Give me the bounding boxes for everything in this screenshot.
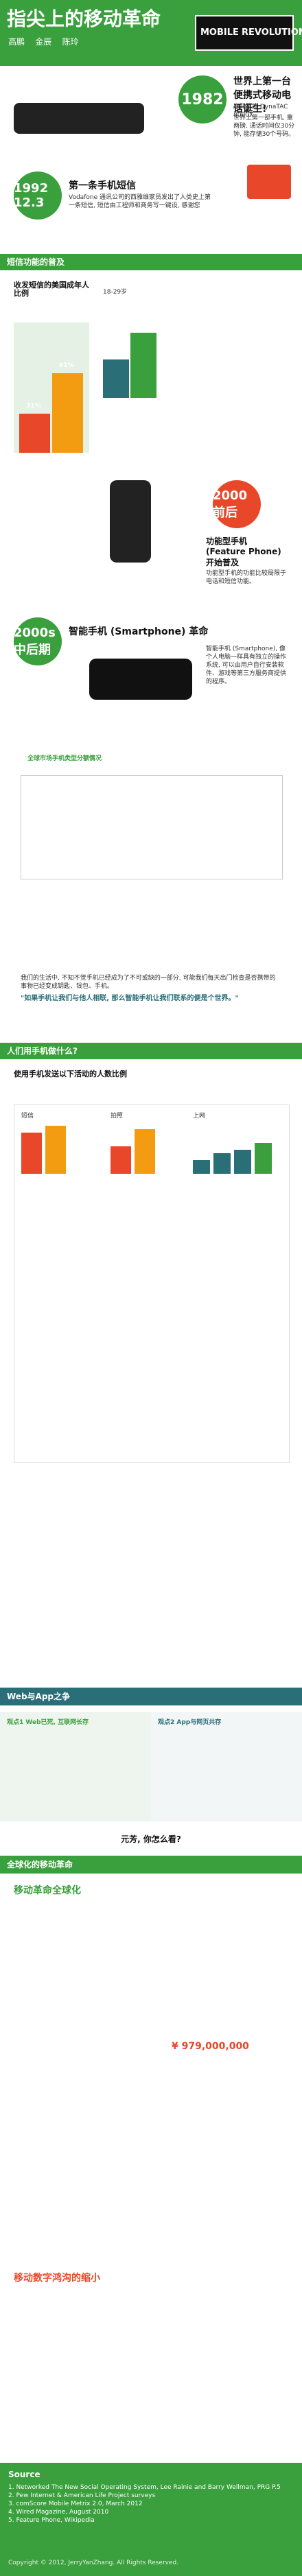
mobile-revolution-logo: MOBILE REVOLUTION	[195, 15, 302, 51]
timeline-sub-1: 摩托罗拉 DynaTAC 8000X	[233, 104, 288, 119]
sms-groups: 18-29岁 56% 95%	[103, 288, 288, 398]
usage-photo-2009: 44%	[111, 1137, 131, 1174]
sms-left-title: 收发短信的美国成年人比例	[14, 281, 89, 298]
usage-title: 使用手机发送以下活动的人数比例	[14, 1070, 127, 1078]
usage-web-2007: 19%	[193, 1150, 210, 1174]
usage-web-2011: 51%	[255, 1133, 272, 1174]
question: 元芳, 你怎么看?	[121, 1834, 181, 1844]
usage-sms-2009: 76%	[21, 1123, 42, 1174]
footer: Source 1. Networked The New Social Opera…	[0, 2463, 302, 2576]
timeline-heading-3: 功能型手机 (Feature Phone) 开始普及	[206, 536, 281, 567]
feature-phone-image	[110, 480, 151, 563]
usage-sms-2011: 80%	[45, 1116, 66, 1174]
timeline-heading-2: 第一条手机短信	[69, 180, 136, 191]
usage-web-2010: 38%	[234, 1140, 251, 1174]
smartphone-image	[89, 659, 192, 700]
usage-sms-label: 短信	[21, 1113, 34, 1120]
timeline-text-3: 功能型手机的功能比较局限于电话和短信功能。	[206, 570, 287, 585]
usage-web-label: 上网	[193, 1113, 206, 1120]
group-0-2011: 95%	[130, 323, 156, 398]
timeline-heading-4: 智能手机 (Smartphone) 革命	[69, 626, 209, 637]
timeline-text-2: Vodafone 通讯公司的西雅维家员发出了人类史上第一条短信, 短信由工程师和…	[69, 194, 211, 209]
timeline-text-1: 世界上第一部手机, 重两磅, 通话时间仅30分钟, 能存储30个号码。	[233, 115, 295, 138]
sms-left-chart: 31% 61%	[14, 322, 89, 453]
sms-bar-2011: 61%	[52, 362, 83, 453]
page-title: 指尖上的移动革命	[7, 8, 161, 30]
phone-image	[14, 103, 144, 134]
web-opinion-right: 观点2 App与网页共存	[151, 1712, 302, 1821]
message-icon	[247, 165, 291, 199]
usage-photo-2011: 73%	[135, 1120, 155, 1174]
market-share-chart	[21, 775, 283, 879]
global-h2: 移动数字鸿沟的缩小	[14, 2273, 100, 2284]
usage-band: 人们用手机做什么?	[0, 1043, 302, 1059]
header: 指尖上的移动革命 高鹏 金辰 陈玲 MOBILE REVOLUTION	[0, 0, 302, 66]
year-2000s: 2000s 中后期	[14, 617, 62, 665]
timeline-text-4: 智能手机 (Smartphone), 像个人电脑一样具有独立的操作系统, 可以由…	[206, 646, 287, 685]
usage-web-2009: 32%	[213, 1144, 231, 1174]
authors: 高鹏 金辰 陈玲	[8, 37, 79, 47]
usage-photo-label: 拍照	[111, 1113, 124, 1120]
footer-items: 1. Networked The New Social Operating Sy…	[8, 2484, 281, 2524]
global-band: 全球化的移动革命	[0, 1856, 302, 1874]
app-label: 全球市场手机类型分额情况	[27, 755, 102, 762]
global-number: ¥ 979,000,000	[172, 2041, 249, 2052]
group-0-2006: 56%	[103, 350, 129, 398]
usage-panel: 短信 76% 80% 拍照 44% 73% 上网 19% 32% 38% 51%	[14, 1104, 290, 1463]
sms-bar-2006: 31%	[19, 403, 50, 453]
timeline-heading-1: 世界上第一台便携式移动电话诞生!	[233, 76, 291, 115]
group-label-0: 18-29岁	[103, 289, 128, 296]
global-h1: 移动革命全球化	[14, 1885, 81, 1896]
app-quote: "如果手机让我们与他人相联, 那么智能手机让我们联系的便是个世界。"	[21, 995, 239, 1002]
web-vs-app-band: Web与App之争	[0, 1688, 302, 1705]
app-text: 我们的生活中, 不知不觉手机已经成为了不可或缺的一部分, 可能我们每天出门检查是…	[21, 975, 276, 990]
sms-band: 短信功能的普及	[0, 254, 302, 270]
year-2000: 2000 前后	[213, 480, 261, 528]
web-opinion-left: 观点1 Web已死, 互联网长存	[0, 1712, 151, 1821]
footer-copyright: Copyright © 2012, JerryYanZhang. All Rig…	[8, 2560, 179, 2566]
year-1982: 1982	[178, 75, 226, 123]
year-1992: 1992 12.3	[14, 172, 62, 220]
footer-source: Source	[8, 2470, 40, 2479]
